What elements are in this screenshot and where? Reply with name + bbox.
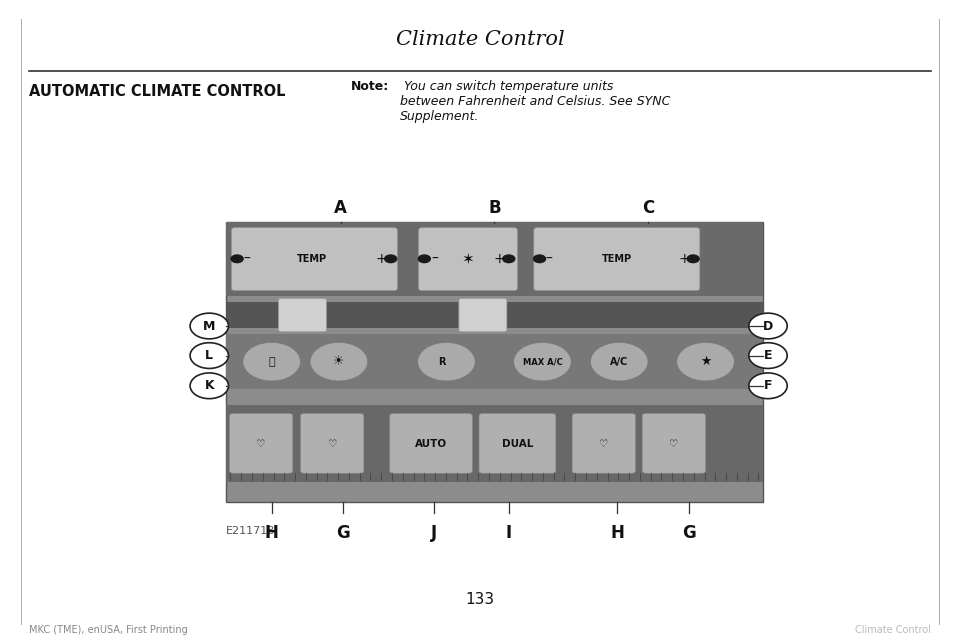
Text: A/C: A/C [610,357,629,367]
Text: MKC (TME), enUSA, First Printing: MKC (TME), enUSA, First Printing [29,625,187,635]
Bar [226,222,763,296]
Text: E: E [764,349,772,362]
FancyBboxPatch shape [534,228,700,291]
Text: MAX A/C: MAX A/C [522,358,563,366]
Text: +: + [679,252,690,266]
Text: M: M [204,320,215,332]
FancyBboxPatch shape [642,413,706,473]
Text: E211718: E211718 [226,526,275,536]
Text: L: L [205,349,213,362]
Circle shape [533,255,546,264]
Text: G: G [336,524,349,542]
Circle shape [749,313,787,339]
Circle shape [749,343,787,368]
Text: ✶: ✶ [461,251,474,266]
FancyBboxPatch shape [572,413,636,473]
Circle shape [514,342,571,381]
FancyBboxPatch shape [278,298,326,332]
Circle shape [190,373,228,399]
Circle shape [590,342,648,381]
Text: I: I [506,524,512,542]
Text: K: K [204,379,214,392]
Text: Note:: Note: [350,80,389,93]
Circle shape [310,342,368,381]
Text: TEMP: TEMP [602,254,633,264]
Text: ♡: ♡ [256,439,266,449]
FancyBboxPatch shape [300,413,364,473]
Text: C: C [642,199,654,217]
Text: Climate Control: Climate Control [396,30,564,50]
Text: ♡: ♡ [669,439,679,449]
Text: TEMP: TEMP [297,254,327,264]
Text: ♡: ♡ [599,439,609,449]
Text: R: R [440,357,453,367]
FancyBboxPatch shape [229,413,293,473]
Circle shape [502,255,516,264]
Text: D: D [763,320,773,332]
Circle shape [190,343,228,368]
Text: Climate Control: Climate Control [855,625,931,635]
Circle shape [190,313,228,339]
Text: ♡: ♡ [327,439,337,449]
Text: –: – [243,252,251,266]
Text: 133: 133 [466,592,494,607]
Circle shape [418,342,475,381]
Text: ⏻: ⏻ [269,357,275,367]
Circle shape [686,255,700,264]
Bar [226,334,763,389]
Text: G: G [683,524,696,542]
Circle shape [418,255,431,264]
Text: J: J [431,524,437,542]
Text: B: B [488,199,501,217]
Text: DUAL: DUAL [502,439,533,449]
FancyBboxPatch shape [390,413,472,473]
Text: +: + [493,252,505,266]
FancyBboxPatch shape [479,413,556,473]
Text: H: H [611,524,624,542]
Text: You can switch temperature units
between Fahrenheit and Celsius. See SYNC
Supple: You can switch temperature units between… [400,80,671,123]
Text: +: + [375,252,387,266]
Circle shape [230,255,244,264]
Bar [226,302,763,328]
FancyBboxPatch shape [419,228,517,291]
FancyBboxPatch shape [231,228,397,291]
Circle shape [749,373,787,399]
Circle shape [243,342,300,381]
Text: –: – [431,252,439,266]
Text: H: H [265,524,278,542]
Circle shape [677,342,734,381]
Text: AUTOMATIC CLIMATE CONTROL: AUTOMATIC CLIMATE CONTROL [29,84,285,99]
Bar [226,222,763,502]
Text: ☀: ☀ [333,355,345,368]
Circle shape [384,255,397,264]
Text: AUTO: AUTO [415,439,447,449]
Bar [226,405,763,482]
Text: A: A [334,199,348,217]
FancyBboxPatch shape [459,298,507,332]
Text: ★: ★ [700,355,711,368]
Text: F: F [764,379,772,392]
Text: –: – [545,252,553,266]
